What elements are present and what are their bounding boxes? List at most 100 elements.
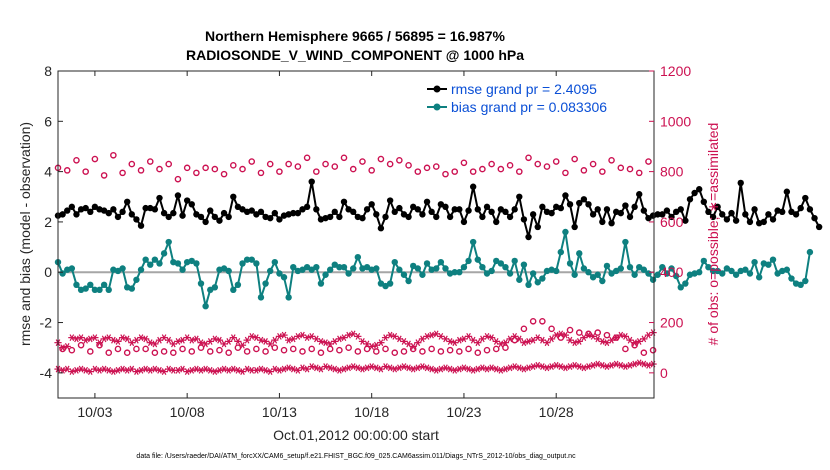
obs-assimilated-point: [211, 335, 219, 343]
obs-assimilated-point: [557, 330, 565, 338]
bias-data-point: [354, 253, 362, 261]
obs-assimilated-point: [497, 340, 505, 348]
rmse-data-point: [59, 211, 66, 218]
rmse-data-point: [599, 218, 606, 226]
obs-assimilated-point: [446, 337, 454, 345]
rmse-data-point: [294, 209, 302, 217]
obs-assimilated-point: [155, 366, 164, 374]
obs-assimilated-point: [345, 364, 353, 372]
rmse-data-point: [815, 223, 823, 231]
bias-data-point: [202, 302, 209, 310]
obs-assimilated-point: [640, 335, 648, 343]
obs-possible-point: [197, 344, 205, 351]
bias-data-point: [640, 266, 648, 273]
obs-assimilated-point: [321, 339, 330, 347]
obs-assimilated-point: [234, 366, 242, 374]
obs-assimilated-point: [418, 363, 427, 370]
obs-assimilated-point: [271, 336, 279, 344]
rmse-data-point: [506, 213, 514, 221]
bias-data-point: [529, 270, 537, 277]
obs-assimilated-point: [524, 337, 533, 345]
bias-data-point: [179, 266, 186, 273]
rmse-data-point: [539, 203, 546, 211]
rmse-data-point: [211, 213, 219, 221]
bias-data-point: [700, 257, 708, 265]
obs-assimilated-point: [631, 360, 639, 368]
rmse-data-point: [696, 186, 703, 193]
bias-data-point: [755, 274, 763, 281]
rmse-data-point: [580, 196, 588, 203]
obs-assimilated-point: [211, 368, 219, 376]
obs-possible-point: [202, 164, 209, 172]
rmse-data-point: [686, 196, 694, 203]
obs-assimilated-point: [414, 364, 422, 372]
obs-assimilated-point: [238, 341, 247, 349]
rmse-data-point: [525, 233, 532, 241]
obs-assimilated-point: [381, 363, 390, 370]
obs-assimilated-point: [386, 364, 394, 372]
bias-data-point: [373, 265, 380, 272]
obs-assimilated-point: [275, 366, 284, 374]
plot-frame: [57, 70, 655, 399]
obs-assimilated-point: [497, 366, 505, 374]
obs-possible-point: [285, 160, 292, 168]
bias-data-point: [696, 269, 703, 276]
rmse-data-point: [576, 199, 583, 207]
legend-rmse-label: rmse grand pr = 2.4095: [451, 81, 597, 97]
rmse-data-point: [617, 209, 624, 217]
obs-possible-point: [432, 163, 440, 170]
bias-data-point: [193, 260, 200, 267]
rmse-data-point: [73, 211, 80, 218]
obs-possible-point: [552, 158, 560, 165]
bias-data-point: [557, 248, 565, 256]
bias-data-point: [705, 264, 712, 271]
bias-data-point: [622, 238, 629, 246]
bias-data-point: [68, 265, 76, 272]
rmse-data-point: [682, 217, 689, 224]
obs-assimilated-point: [192, 365, 200, 373]
obs-assimilated-point: [464, 332, 473, 340]
bias-data-point: [672, 272, 680, 280]
rmse-data-point: [751, 206, 758, 213]
obs-assimilated-point: [598, 337, 606, 345]
obs-assimilated-point: [261, 366, 270, 374]
obs-possible-point: [354, 348, 362, 355]
obs-assimilated-point: [100, 365, 108, 373]
obs-assimilated-point: [123, 366, 131, 374]
obs-assimilated-point: [146, 366, 154, 374]
rmse-data-point: [806, 206, 814, 213]
bias-data-point: [248, 256, 255, 263]
rmse-data-point: [340, 198, 348, 205]
obs-assimilated-point: [197, 339, 205, 347]
obs-assimilated-point: [603, 363, 611, 370]
obs-assimilated-point: [257, 336, 265, 344]
obs-assimilated-point: [501, 339, 510, 347]
obs-assimilated-point: [109, 368, 117, 376]
obs-assimilated-point: [114, 366, 122, 374]
obs-possible-point: [220, 170, 228, 178]
rmse-data-point: [769, 216, 777, 223]
obs-assimilated-point: [192, 335, 200, 343]
obs-possible-point: [110, 151, 117, 159]
obs-assimilated-point: [266, 340, 274, 348]
obs-possible-point: [372, 348, 380, 355]
obs-assimilated-point: [561, 364, 570, 372]
obs-assimilated-point: [460, 364, 468, 372]
rmse-data-point: [659, 211, 666, 218]
rmse-data-point: [137, 222, 145, 229]
bias-data-point: [290, 264, 297, 271]
obs-assimilated-point: [386, 331, 394, 339]
rmse-data-point: [220, 209, 228, 217]
bias-data-point: [649, 276, 657, 283]
obs-assimilated-point: [571, 339, 579, 347]
obs-possible-point: [299, 348, 306, 355]
obs-assimilated-point: [91, 365, 99, 373]
bias-data-point: [511, 257, 518, 265]
obs-assimilated-point: [312, 364, 320, 372]
bias-data-point: [682, 280, 689, 287]
obs-assimilated-point: [308, 363, 316, 370]
obs-possible-point: [594, 329, 602, 336]
obs-possible-point: [216, 346, 223, 354]
rmse-bias-series: [54, 178, 823, 310]
obs-assimilated-point: [220, 365, 228, 373]
